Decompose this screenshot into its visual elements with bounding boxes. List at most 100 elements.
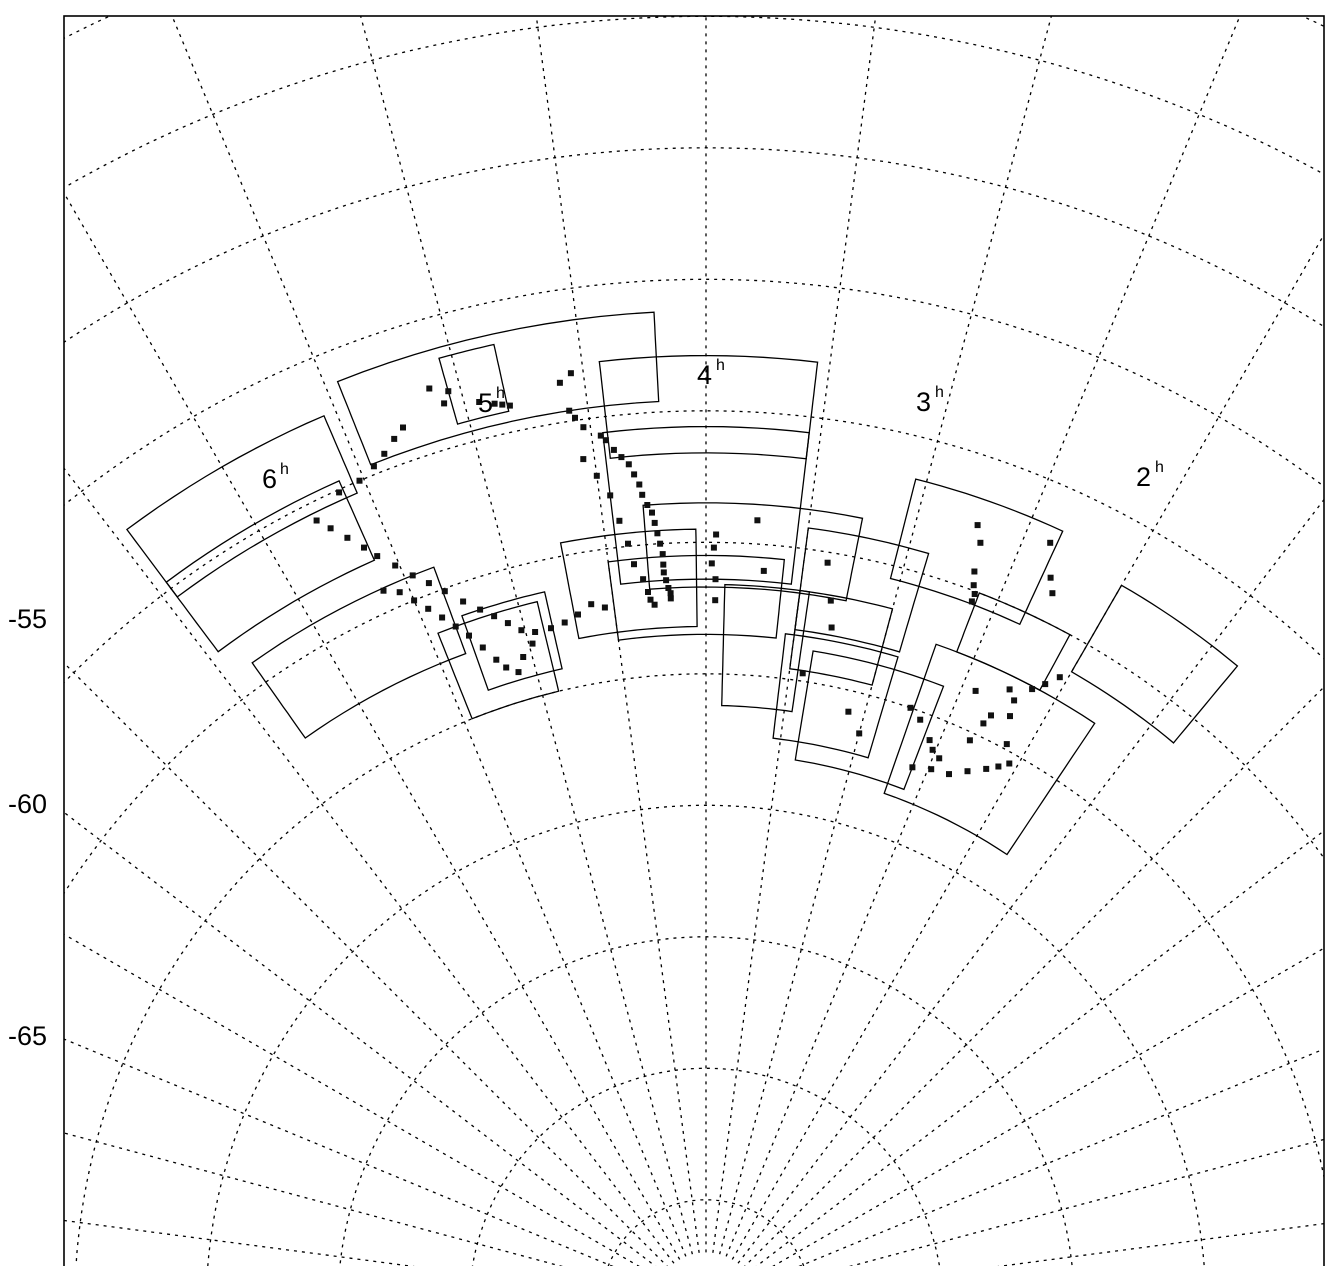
- cluster-point: [532, 629, 539, 635]
- cluster-point: [593, 472, 600, 479]
- cluster-point: [1047, 539, 1054, 546]
- cluster-point: [988, 712, 994, 719]
- ra-meridian: [731, 233, 1324, 1260]
- cluster-point: [708, 560, 715, 567]
- ra-label-5h-unit: h: [496, 385, 505, 402]
- cluster-point: [974, 522, 981, 529]
- cluster-point: [602, 437, 609, 444]
- cluster-point: [640, 576, 647, 583]
- cluster-point: [647, 596, 654, 603]
- cluster-point: [977, 539, 984, 546]
- survey-field: [461, 591, 563, 692]
- cluster-point: [754, 517, 761, 524]
- survey-field: [789, 589, 894, 686]
- cluster-point: [980, 720, 987, 727]
- cluster-point: [356, 477, 363, 484]
- cluster-point: [625, 461, 632, 468]
- cluster-point: [667, 595, 674, 602]
- cluster-point: [409, 572, 416, 579]
- ra-meridian: [171, 16, 687, 1257]
- cluster-point: [607, 492, 614, 499]
- cluster-point: [336, 489, 343, 496]
- cluster-point: [651, 601, 658, 608]
- ra-label-6h-value: 6: [262, 464, 277, 494]
- cluster-point: [370, 463, 377, 470]
- survey-field: [251, 566, 467, 739]
- cluster-point: [506, 402, 513, 409]
- ra-meridian: [744, 686, 1324, 1266]
- cluster-point: [441, 400, 448, 407]
- survey-field: [889, 478, 1064, 626]
- cluster-point: [1011, 697, 1018, 704]
- ra-meridian: [64, 1038, 614, 1266]
- cluster-point: [917, 716, 924, 723]
- cluster-point: [518, 627, 525, 634]
- cluster-point: [660, 561, 667, 568]
- cluster-point: [477, 606, 484, 613]
- cluster-point: [660, 569, 667, 576]
- cluster-point: [971, 591, 978, 597]
- cluster-point: [476, 399, 483, 405]
- cluster-point: [654, 530, 661, 537]
- cluster-point: [929, 746, 936, 753]
- cluster-point: [610, 446, 617, 453]
- survey-field: [165, 480, 376, 653]
- cluster-point: [1006, 686, 1013, 693]
- survey-field: [437, 600, 560, 720]
- cluster-point: [1056, 674, 1063, 681]
- ra-meridian: [725, 16, 1241, 1257]
- cluster-point: [625, 540, 631, 547]
- cluster-point: [597, 432, 604, 439]
- cluster-point: [631, 561, 637, 568]
- cluster-point: [374, 553, 381, 560]
- dec-label-55: -55: [8, 604, 47, 634]
- ra-meridian: [64, 811, 657, 1266]
- survey-field: [607, 554, 786, 641]
- cluster-point: [1003, 741, 1010, 748]
- cluster-point: [824, 559, 831, 566]
- survey-field: [336, 311, 660, 466]
- cluster-point: [799, 670, 806, 677]
- ra-label-4h-unit: h: [716, 357, 725, 374]
- cluster-point: [391, 435, 398, 442]
- cluster-point: [572, 414, 578, 421]
- cluster-point: [645, 589, 651, 595]
- cluster-point: [983, 765, 990, 772]
- dec-circle: [64, 410, 1324, 684]
- survey-field: [642, 502, 864, 602]
- cluster-point: [616, 517, 623, 524]
- cluster-point: [580, 456, 587, 463]
- dec-circle: [64, 147, 1324, 343]
- cluster-point: [466, 632, 472, 639]
- cluster-points: [313, 370, 1063, 778]
- ra-label-5h: 5 h: [478, 385, 505, 418]
- ra-label-4h: 4 h: [697, 357, 725, 390]
- cluster-point: [665, 585, 672, 591]
- cluster-point: [452, 623, 459, 630]
- cluster-point: [561, 619, 568, 626]
- dec-circle: [75, 673, 1324, 1266]
- ra-label-6h: 6 h: [262, 461, 289, 494]
- cluster-point: [926, 737, 933, 744]
- cluster-point: [327, 525, 334, 532]
- cluster-point: [907, 704, 914, 711]
- cluster-point: [392, 562, 399, 569]
- cluster-point: [493, 656, 500, 663]
- cluster-point: [971, 568, 978, 575]
- cluster-point: [828, 624, 835, 631]
- survey-field: [772, 633, 899, 759]
- survey-field: [883, 643, 1096, 856]
- cluster-point: [445, 388, 452, 395]
- ra-meridian: [359, 16, 694, 1255]
- survey-field: [794, 527, 930, 653]
- survey-field: [1070, 584, 1239, 744]
- dec-circle: [64, 541, 1324, 895]
- cluster-point: [760, 567, 767, 574]
- cluster-point: [845, 708, 852, 715]
- survey-field: [602, 425, 810, 585]
- cluster-point: [946, 771, 952, 778]
- ra-label-2h-value: 2: [1136, 462, 1151, 492]
- cluster-point: [651, 519, 658, 526]
- ra-meridian: [737, 498, 1324, 1264]
